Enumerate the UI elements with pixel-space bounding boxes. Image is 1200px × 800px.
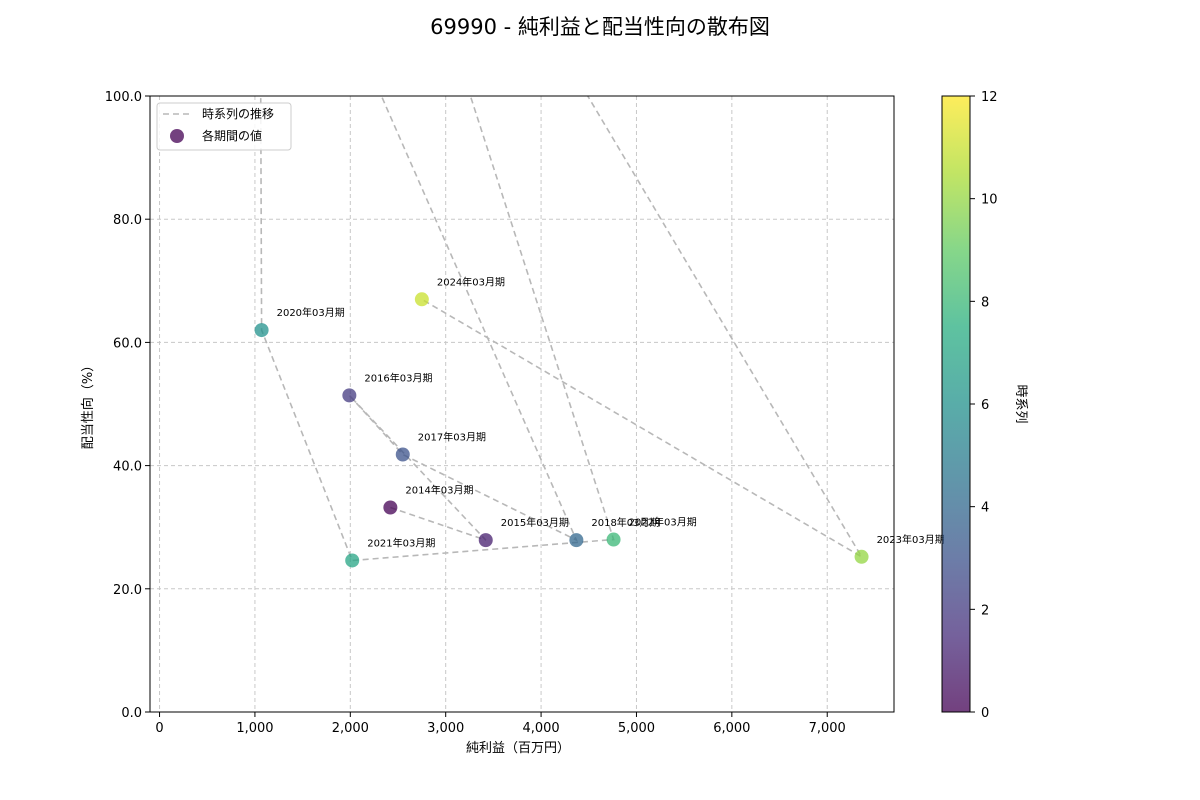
point-label: 2018年03月期 <box>591 516 659 529</box>
data-point <box>414 292 429 307</box>
y-axis: 0.0 20.0 40.0 60.0 80.0 100.0 <box>105 90 150 721</box>
point-label: 2015年03月期 <box>501 516 569 529</box>
x-tick-label: 2,000 <box>332 721 369 736</box>
data-point <box>345 553 360 568</box>
x-tick-label: 0 <box>155 721 163 736</box>
point-label: 2016年03月期 <box>364 371 432 384</box>
data-point <box>478 533 493 548</box>
legend-box <box>156 102 292 151</box>
y-axis-label: 配当性向（%） <box>80 359 96 449</box>
colorbar-ticks: 0 2 4 6 8 10 12 <box>970 90 998 721</box>
point-label: 2024年03月期 <box>437 275 505 288</box>
colorbar-tick-label: 0 <box>981 706 989 721</box>
colorbar-tick-label: 4 <box>981 501 989 516</box>
y-tick-label: 40.0 <box>113 460 142 475</box>
data-point <box>254 323 269 338</box>
point-label: 2021年03月期 <box>367 536 435 549</box>
y-tick-label: 100.0 <box>105 90 142 105</box>
x-tick-label: 1,000 <box>236 721 273 736</box>
colorbar: 0 2 4 6 8 10 12 時系列 <box>941 90 1028 721</box>
y-tick-label: 80.0 <box>113 213 142 228</box>
colorbar-tick-label: 2 <box>981 603 989 618</box>
colorbar-tick-label: 8 <box>981 295 989 310</box>
y-tick-label: 20.0 <box>113 583 142 598</box>
points <box>254 292 869 568</box>
data-point <box>606 532 621 547</box>
y-tick-label: 0.0 <box>121 706 142 721</box>
point-label: 2022年03月期 <box>629 516 697 529</box>
point-label: 2020年03月期 <box>277 306 345 319</box>
x-tick-label: 7,000 <box>809 721 846 736</box>
data-point <box>854 549 869 564</box>
point-label: 2023年03月期 <box>877 533 945 546</box>
x-tick-label: 4,000 <box>522 721 559 736</box>
point-label: 2014年03月期 <box>405 483 473 496</box>
data-point <box>569 533 584 548</box>
data-point <box>383 500 398 515</box>
legend-point-label: 各期間の値 <box>202 128 262 143</box>
colorbar-gradient <box>942 96 970 712</box>
point-label: 2017年03月期 <box>418 431 486 444</box>
y-tick-label: 60.0 <box>113 336 142 351</box>
legend-trend-label: 時系列の推移 <box>202 107 274 121</box>
point-labels: 2014年03月期 2015年03月期 2016年03月期 2017年03月期 2018… <box>277 275 945 549</box>
colorbar-tick-label: 12 <box>981 90 998 105</box>
colorbar-tick-label: 10 <box>981 193 998 208</box>
colorbar-label: 時系列 <box>1013 384 1028 423</box>
colorbar-tick-label: 6 <box>981 398 989 413</box>
chart-title: 69990 - 純利益と配当性向の散布図 <box>430 15 770 39</box>
x-axis-label: 純利益（百万円） <box>466 741 570 756</box>
legend-marker-swatch <box>170 129 184 143</box>
data-point <box>395 447 410 462</box>
data-point <box>342 388 357 403</box>
x-tick-label: 5,000 <box>618 721 655 736</box>
x-tick-label: 3,000 <box>427 721 464 736</box>
x-axis: 0 1,000 2,000 3,000 4,000 5,000 6,000 7,000 <box>155 712 846 736</box>
x-tick-label: 6,000 <box>713 721 750 736</box>
plot-frame <box>149 95 895 713</box>
legend: 時系列の推移 各期間の値 <box>156 102 292 151</box>
